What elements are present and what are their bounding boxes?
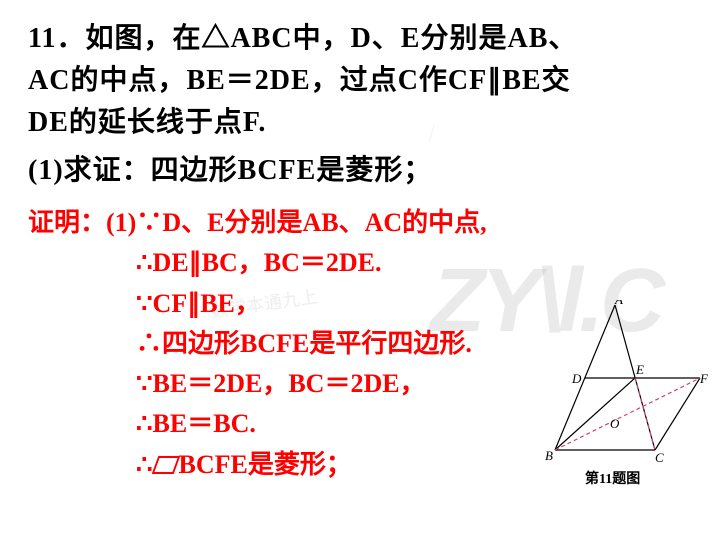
figure-svg: A B C D E F O: [540, 300, 710, 465]
geometry-figure: A B C D E F O 第11题图: [540, 300, 710, 490]
proof-line-2: ∴DE∥BC，BC＝2DE.: [28, 243, 720, 283]
proof-line-1: (1)∵D、E分别是AB、AC的中点,: [106, 208, 487, 237]
figure-caption: 第11题图: [585, 468, 640, 488]
svg-text:B: B: [545, 448, 553, 463]
proof-label: 证明：: [28, 208, 106, 237]
problem-line-2: AC的中点，BE＝2DE，过点C作CF∥BE交: [28, 60, 692, 102]
problem-text: 11．如图，在△ABC中，D、E分别是AB、 AC的中点，BE＝2DE，过点C作…: [0, 0, 720, 192]
svg-text:O: O: [610, 416, 620, 431]
svg-text:D: D: [571, 371, 582, 386]
problem-line-1: 11．如图，在△ABC中，D、E分别是AB、: [28, 18, 692, 60]
parallelogram-icon: [151, 456, 180, 474]
svg-text:F: F: [699, 371, 709, 386]
svg-text:E: E: [635, 362, 644, 377]
problem-line-3: DE的延长线于点F.: [28, 102, 692, 144]
problem-line-4: (1)求证：四边形BCFE是菱形；: [28, 150, 692, 192]
svg-text:C: C: [655, 450, 664, 465]
svg-text:A: A: [614, 300, 623, 307]
